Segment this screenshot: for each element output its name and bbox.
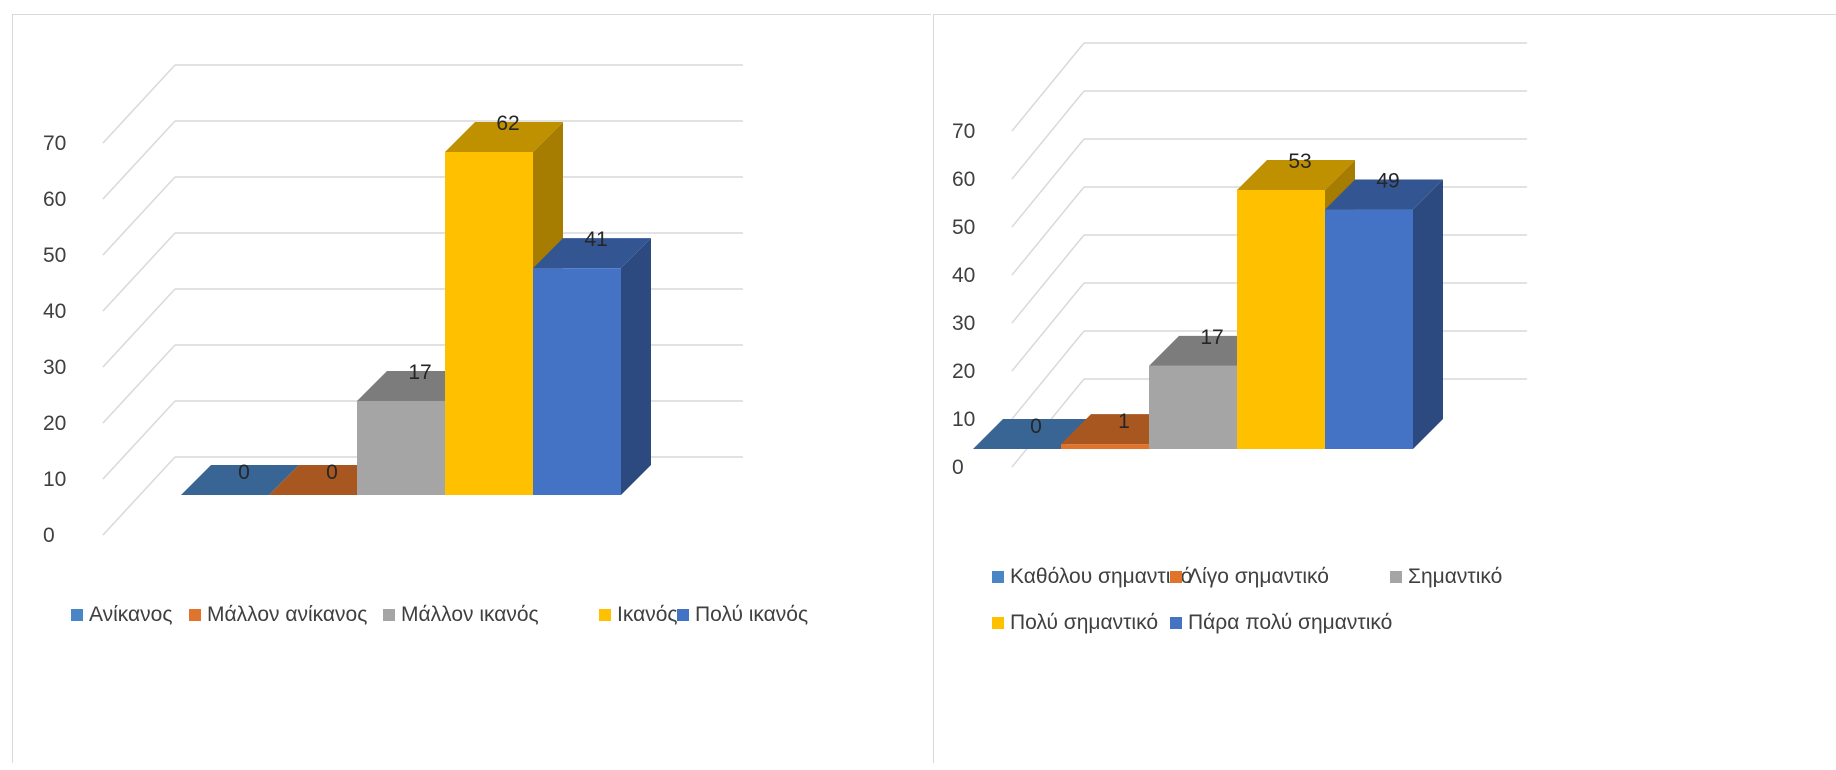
- data-label: 62: [496, 112, 519, 135]
- legend-swatch: [992, 617, 1004, 629]
- bar-top: [445, 122, 563, 152]
- data-label: 0: [1030, 415, 1042, 438]
- bar-side: [1413, 179, 1443, 449]
- legend-label: Λίγο σημαντικό: [1188, 565, 1329, 588]
- y-tick-label: 70: [43, 132, 66, 155]
- legend-label: Πολύ σημαντικό: [1010, 611, 1159, 634]
- legend-item: Ικανός: [599, 603, 678, 627]
- legend-label: Μάλλον ανίκανος: [207, 603, 368, 626]
- bar-front: [1061, 444, 1149, 449]
- legend-item: Ανίκανος: [71, 603, 172, 627]
- bar-top: [973, 419, 1091, 449]
- chart-right-svg: 0 10 20 30 40 50 60 70 0 1 17 53 49: [952, 42, 1527, 479]
- legend-label: Πολύ ικανός: [695, 603, 809, 626]
- data-label: 17: [1200, 326, 1223, 349]
- legend-item: Πολύ ικανός: [677, 603, 808, 627]
- y-tick-label: 50: [952, 216, 975, 239]
- bar-top: [181, 465, 299, 495]
- bar-front: [533, 268, 621, 495]
- legend-item: Λίγο σημαντικό: [1170, 565, 1329, 589]
- bar-front: [1325, 209, 1413, 449]
- bar-front: [1149, 365, 1237, 449]
- bars-right: 0 1 17 53 49: [973, 150, 1443, 449]
- bar-left-0: 0: [181, 461, 299, 495]
- legend-swatch: [992, 571, 1004, 583]
- y-tick-label: 70: [952, 120, 975, 143]
- chart-panel-right: 0 10 20 30 40 50 60 70 0 1 17 53 49 Καθόλου σημαντικ…: [933, 14, 1836, 763]
- y-tick-label: 30: [43, 356, 66, 379]
- legend-swatch: [383, 609, 395, 621]
- legend-swatch: [599, 609, 611, 621]
- legend-swatch: [677, 609, 689, 621]
- y-tick-label: 10: [43, 468, 66, 491]
- legend-item: Καθόλου σημαντικό: [992, 565, 1192, 589]
- y-tick-label: 40: [43, 300, 66, 323]
- y-tick-label: 20: [43, 412, 66, 435]
- y-tick-label: 30: [952, 312, 975, 335]
- chart-panel-left: 0 10 20 30 40 50 60 70 0 0 17 62 41 Ανίκανος Μάλλον α…: [12, 14, 931, 763]
- y-tick-label: 20: [952, 360, 975, 383]
- bar-front: [1237, 190, 1325, 449]
- legend-swatch: [71, 609, 83, 621]
- gridline-diag: [1011, 138, 1085, 228]
- legend-swatch: [1390, 571, 1402, 583]
- bar-front: [445, 152, 533, 495]
- bar-front: [357, 400, 445, 495]
- legend-item: Μάλλον ικανός: [383, 603, 539, 627]
- bar-top: [1237, 160, 1355, 190]
- gridline-diag: [102, 232, 176, 312]
- y-tick-label: 60: [43, 188, 66, 211]
- bar-top: [1325, 179, 1443, 210]
- y-tick-label: 50: [43, 244, 66, 267]
- gridline-diag: [1011, 330, 1085, 420]
- legend-label: Ικανός: [617, 603, 678, 626]
- gridline-diag: [102, 456, 176, 536]
- legend-item: Σημαντικό: [1390, 565, 1502, 589]
- data-label: 53: [1288, 150, 1311, 173]
- bar-side: [621, 238, 651, 495]
- data-label: 0: [326, 461, 338, 484]
- gridline-diag: [1011, 234, 1085, 324]
- y-tick-label: 10: [952, 408, 975, 431]
- bar-left-4: 41: [533, 228, 651, 495]
- data-label: 17: [408, 361, 431, 384]
- data-label: 1: [1118, 410, 1130, 433]
- legend-swatch: [1170, 571, 1182, 583]
- y-tick-label: 0: [952, 456, 964, 479]
- data-label: 0: [238, 461, 250, 484]
- legend-item: Μάλλον ανίκανος: [189, 603, 367, 627]
- y-tick-label: 40: [952, 264, 975, 287]
- bar-top: [533, 238, 651, 269]
- gridline-diag: [102, 288, 176, 368]
- legend-swatch: [1170, 617, 1182, 629]
- legend-label: Σημαντικό: [1408, 565, 1503, 588]
- legend-swatch: [189, 609, 201, 621]
- gridline-diag: [102, 64, 176, 144]
- gridline-diag: [1011, 186, 1085, 276]
- chart-left-svg: 0 10 20 30 40 50 60 70 0 0 17 62 41: [43, 64, 743, 547]
- gridline-diag: [102, 176, 176, 256]
- data-label: 49: [1376, 170, 1399, 193]
- legend-label: Ανίκανος: [89, 603, 173, 626]
- legend-item: Πάρα πολύ σημαντικό: [1170, 611, 1392, 635]
- legend-label: Μάλλον ικανός: [401, 603, 539, 626]
- gridline-diag: [1011, 282, 1085, 372]
- gridline-diag: [102, 400, 176, 480]
- bars-left: 0 0 17 62 41: [181, 112, 651, 495]
- y-tick-label: 0: [43, 524, 55, 547]
- data-label: 41: [584, 228, 607, 251]
- gridline-diag: [102, 120, 176, 200]
- y-tick-label: 60: [952, 168, 975, 191]
- legend-label: Πάρα πολύ σημαντικό: [1188, 611, 1393, 634]
- gridline-diag: [102, 344, 176, 424]
- bar-right-4: 49: [1325, 170, 1443, 449]
- bar-right-0: 0: [973, 415, 1091, 449]
- legend-item: Πολύ σημαντικό: [992, 611, 1158, 635]
- gridline-diag: [1011, 90, 1085, 180]
- gridline-diag: [1011, 42, 1085, 132]
- legend-label: Καθόλου σημαντικό: [1010, 565, 1193, 588]
